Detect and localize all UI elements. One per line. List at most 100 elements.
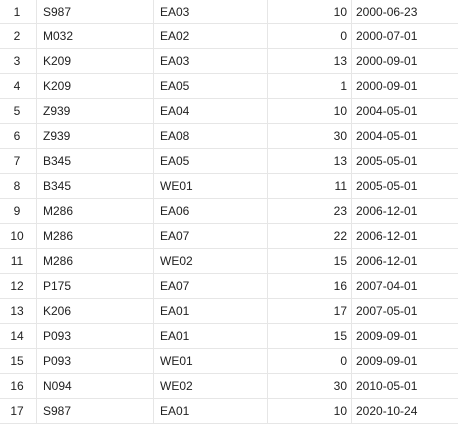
code-cell[interactable]: Z939 [37,99,154,123]
date-cell[interactable]: 2000-07-01 [356,29,418,43]
date-cell[interactable]: 2005-05-01 [356,179,418,193]
row-index-cell[interactable]: 14 [0,324,37,348]
row-index-cell[interactable]: 17 [0,399,37,423]
table-row[interactable]: 5 Z939 EA04 10 2004-05-01 [0,99,458,124]
date-cell[interactable]: 2004-05-01 [356,129,418,143]
code-cell[interactable]: M286 [37,249,154,273]
date-cell[interactable]: 2006-12-01 [356,204,418,218]
code-cell[interactable]: K209 [37,74,154,98]
code-cell[interactable]: S987 [37,399,154,423]
date-cell[interactable]: 2020-10-24 [356,404,418,418]
row-index-cell[interactable]: 7 [0,149,37,173]
row-index-cell[interactable]: 8 [0,174,37,198]
row-index-cell[interactable]: 9 [0,199,37,223]
row-index-cell[interactable]: 16 [0,374,37,398]
group-cell[interactable]: EA01 [154,399,268,423]
table-row[interactable]: 16 N094 WE02 30 2010-05-01 [0,374,458,399]
row-index-cell[interactable]: 4 [0,74,37,98]
code-cell[interactable]: S987 [37,0,154,23]
code-cell[interactable]: Z939 [37,124,154,148]
group-cell[interactable]: EA03 [154,0,268,23]
table-row[interactable]: 14 P093 EA01 15 2009-09-01 [0,324,458,349]
table-row[interactable]: 2 M032 EA02 0 2000-07-01 [0,24,458,49]
value-cell[interactable]: 15 [268,324,352,348]
value-cell[interactable]: 10 [268,99,352,123]
table-row[interactable]: 9 M286 EA06 23 2006-12-01 [0,199,458,224]
date-cell[interactable]: 2006-12-01 [356,254,418,268]
table-row[interactable]: 12 P175 EA07 16 2007-04-01 [0,274,458,299]
code-cell[interactable]: P175 [37,274,154,298]
table-row[interactable]: 4 K209 EA05 1 2000-09-01 [0,74,458,99]
row-index-cell[interactable]: 12 [0,274,37,298]
table-row[interactable]: 15 P093 WE01 0 2009-09-01 [0,349,458,374]
row-index-cell[interactable]: 3 [0,49,37,73]
value-cell[interactable]: 23 [268,199,352,223]
date-cell[interactable]: 2000-09-01 [356,54,418,68]
code-cell[interactable]: K206 [37,299,154,323]
code-cell[interactable]: M032 [37,24,154,48]
group-cell[interactable]: EA04 [154,99,268,123]
group-cell[interactable]: WE01 [154,174,268,198]
table-row[interactable]: 7 B345 EA05 13 2005-05-01 [0,149,458,174]
value-cell[interactable]: 30 [268,374,352,398]
code-cell[interactable]: B345 [37,174,154,198]
group-cell[interactable]: EA02 [154,24,268,48]
table-row[interactable]: 17 S987 EA01 10 2020-10-24 [0,399,458,424]
table-row[interactable]: 10 M286 EA07 22 2006-12-01 [0,224,458,249]
group-cell[interactable]: EA06 [154,199,268,223]
table-row[interactable]: 3 K209 EA03 13 2000-09-01 [0,49,458,74]
value-cell[interactable]: 0 [268,349,352,373]
table-row[interactable]: 6 Z939 EA08 30 2004-05-01 [0,124,458,149]
row-index-cell[interactable]: 5 [0,99,37,123]
group-cell[interactable]: EA01 [154,324,268,348]
value-cell[interactable]: 10 [268,0,352,23]
code-cell[interactable]: B345 [37,149,154,173]
group-cell[interactable]: EA05 [154,74,268,98]
row-index-cell[interactable]: 2 [0,24,37,48]
group-cell[interactable]: WE02 [154,249,268,273]
value-cell[interactable]: 17 [268,299,352,323]
row-index-cell[interactable]: 11 [0,249,37,273]
code-cell[interactable]: K209 [37,49,154,73]
date-cell[interactable]: 2010-05-01 [356,379,418,393]
group-cell[interactable]: EA05 [154,149,268,173]
date-cell[interactable]: 2006-12-01 [356,229,418,243]
date-cell[interactable]: 2007-05-01 [356,304,418,318]
value-cell[interactable]: 11 [268,174,352,198]
group-cell[interactable]: EA07 [154,224,268,248]
group-cell[interactable]: WE02 [154,374,268,398]
value-cell[interactable]: 10 [268,399,352,423]
group-cell[interactable]: WE01 [154,349,268,373]
value-cell[interactable]: 15 [268,249,352,273]
group-cell[interactable]: EA01 [154,299,268,323]
value-cell[interactable]: 13 [268,49,352,73]
code-cell[interactable]: P093 [37,324,154,348]
value-cell[interactable]: 13 [268,149,352,173]
group-cell[interactable]: EA08 [154,124,268,148]
code-cell[interactable]: N094 [37,374,154,398]
date-cell[interactable]: 2005-05-01 [356,154,418,168]
row-index-cell[interactable]: 6 [0,124,37,148]
date-cell[interactable]: 2004-05-01 [356,104,418,118]
table-row[interactable]: 8 B345 WE01 11 2005-05-01 [0,174,458,199]
date-cell[interactable]: 2009-09-01 [356,329,418,343]
value-cell[interactable]: 0 [268,24,352,48]
value-cell[interactable]: 22 [268,224,352,248]
code-cell[interactable]: P093 [37,349,154,373]
table-row[interactable]: 1 S987 EA03 10 2000-06-23 [0,0,458,24]
table-row[interactable]: 11 M286 WE02 15 2006-12-01 [0,249,458,274]
code-cell[interactable]: M286 [37,224,154,248]
value-cell[interactable]: 16 [268,274,352,298]
date-cell[interactable]: 2000-09-01 [356,79,418,93]
row-index-cell[interactable]: 15 [0,349,37,373]
date-cell[interactable]: 2007-04-01 [356,279,418,293]
row-index-cell[interactable]: 1 [0,0,37,23]
table-row[interactable]: 13 K206 EA01 17 2007-05-01 [0,299,458,324]
value-cell[interactable]: 30 [268,124,352,148]
row-index-cell[interactable]: 10 [0,224,37,248]
code-cell[interactable]: M286 [37,199,154,223]
value-cell[interactable]: 1 [268,74,352,98]
group-cell[interactable]: EA07 [154,274,268,298]
date-cell[interactable]: 2009-09-01 [356,354,418,368]
date-cell[interactable]: 2000-06-23 [356,4,418,19]
